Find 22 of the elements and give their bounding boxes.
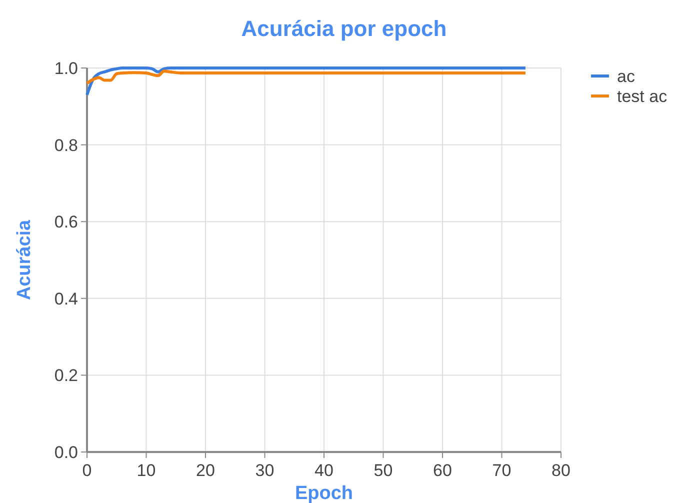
y-axis-title: Acurácia <box>14 219 35 300</box>
y-tick-label: 0.4 <box>54 289 78 308</box>
y-tick-label: 0.2 <box>54 366 78 386</box>
x-tick-label: 10 <box>136 461 156 480</box>
x-tick-label: 0 <box>82 461 92 480</box>
x-tick-label: 60 <box>433 461 452 480</box>
legend-label: test ac <box>617 86 668 106</box>
y-tick-label: 0.6 <box>54 212 78 232</box>
chart-title: Acurácia por epoch <box>241 16 447 41</box>
y-tick-label: 1.0 <box>54 58 78 78</box>
x-tick-label: 80 <box>552 461 570 480</box>
legend-label: ac <box>617 66 636 86</box>
x-tick-label: 20 <box>196 461 215 480</box>
y-tick-label: 0.0 <box>54 442 78 462</box>
line-series <box>86 70 527 85</box>
line-series <box>86 66 527 96</box>
y-tick-label: 0.8 <box>54 136 78 155</box>
x-axis-title: Epoch <box>294 483 354 503</box>
x-tick-label: 40 <box>314 461 334 480</box>
x-tick-label: 50 <box>374 461 393 480</box>
x-tick-label: 70 <box>492 461 512 480</box>
x-tick-label: 30 <box>255 461 274 480</box>
